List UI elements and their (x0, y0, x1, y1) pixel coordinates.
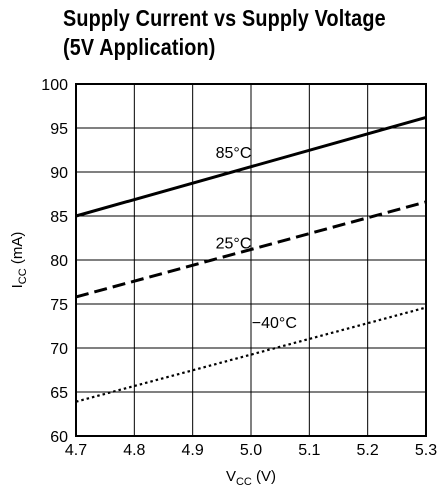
chart-title-line-2: (5V Application) (63, 34, 216, 60)
series-label: 25°C (216, 236, 252, 253)
y-tick-label: 80 (50, 253, 68, 270)
chart-title: Supply Current vs Supply Voltage (5V App… (63, 4, 386, 62)
tick-labels: 60 65 70 75 80 85 90 95 100 4.7 4.8 4.9 5.0 5.1 5.2 5.3 (41, 77, 437, 459)
series-label: 85°C (216, 145, 252, 162)
y-axis-label: ICC (mA) (9, 232, 29, 289)
x-axis-label-main: V (226, 468, 236, 485)
x-tick-label: 4.8 (123, 442, 145, 459)
y-axis-label-sub: CC (17, 268, 29, 284)
series-layer (75, 115, 427, 403)
series-line (75, 115, 427, 218)
y-tick-label: 100 (41, 77, 68, 94)
chart-title-line-1: Supply Current vs Supply Voltage (63, 5, 386, 31)
x-tick-label: 4.9 (182, 442, 204, 459)
x-tick-label: 5.3 (415, 442, 437, 459)
x-tick-label: 5.1 (298, 442, 320, 459)
grid-layer (76, 84, 426, 436)
x-tick-label: 5.0 (240, 442, 262, 459)
x-tick-label: 5.2 (357, 442, 379, 459)
y-tick-label: 70 (50, 341, 68, 358)
plot-frame (75, 83, 427, 437)
x-axis-label-unit: (V) (252, 468, 276, 485)
x-axis-label: VCC (V) (226, 468, 276, 488)
y-tick-label: 85 (50, 209, 68, 226)
y-axis-label-main: I (9, 284, 26, 288)
y-tick-label: 60 (50, 429, 68, 446)
y-tick-label: 65 (50, 385, 68, 402)
series-line (75, 200, 427, 299)
y-axis-label-unit: (mA) (9, 232, 26, 269)
x-tick-label: 4.7 (65, 442, 87, 459)
y-tick-label: 75 (50, 297, 68, 314)
y-tick-label: 95 (50, 121, 68, 138)
series-labels: 85°C 25°C −40°C (216, 145, 297, 332)
x-axis-label-sub: CC (236, 476, 252, 488)
y-tick-label: 90 (50, 165, 68, 182)
series-label: −40°C (252, 315, 297, 332)
